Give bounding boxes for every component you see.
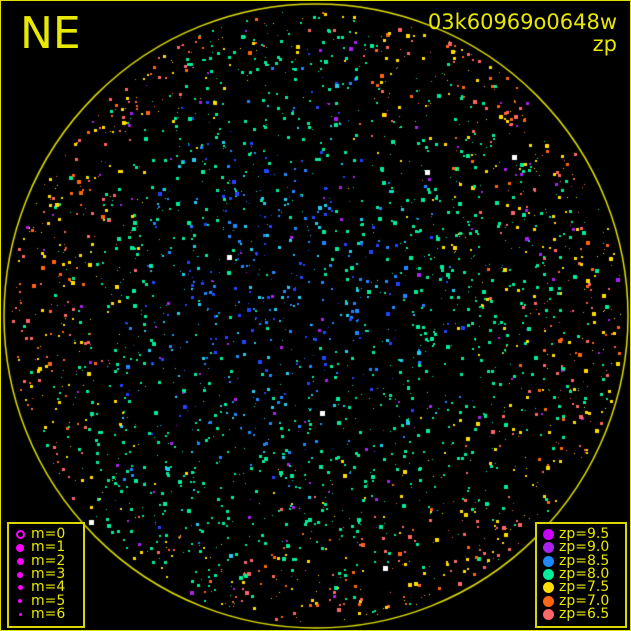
zp-legend-item: zp=7.5 xyxy=(537,579,625,596)
legend-label: zp=8.5 xyxy=(559,552,610,569)
direction-label: NE xyxy=(20,8,81,59)
star-size-marker xyxy=(9,530,31,540)
magnitude-legend-item: m=2 xyxy=(9,552,83,569)
star-size-marker xyxy=(9,599,31,604)
star-size-marker xyxy=(9,543,31,552)
zp-legend-item: zp=6.5 xyxy=(537,605,625,622)
legend-label: zp=8.0 xyxy=(559,566,610,583)
magnitude-legend-item: m=1 xyxy=(9,539,83,556)
legend-label: zp=7.5 xyxy=(559,579,610,596)
magnitude-legend-item: m=3 xyxy=(9,566,83,583)
zp-color-marker xyxy=(537,595,559,607)
star-size-marker xyxy=(9,557,31,565)
magnitude-legend-item: m=4 xyxy=(9,579,83,596)
magnitude-legend-item: m=6 xyxy=(9,605,83,622)
magnitude-legend: m=0 m=1 m=2 m=3 m=4 m=5 m=6 xyxy=(7,522,85,628)
star-size-marker xyxy=(9,612,31,616)
zp-color-marker xyxy=(537,569,559,581)
zp-color-marker xyxy=(537,608,559,620)
filename: 03k60969o0648w xyxy=(427,10,617,34)
star-size-marker xyxy=(9,571,31,578)
legend-label: zp=7.0 xyxy=(559,592,610,609)
zp-legend-item: zp=7.0 xyxy=(537,592,625,609)
zp-color-marker xyxy=(537,529,559,541)
legend-label: zp=9.5 xyxy=(559,526,610,543)
legend-label: m=0 xyxy=(31,526,66,543)
zp-legend-item: zp=8.5 xyxy=(537,552,625,569)
zp-color-marker xyxy=(537,582,559,594)
star-size-marker xyxy=(9,585,31,591)
legend-label: m=2 xyxy=(31,552,66,569)
legend-label: m=1 xyxy=(31,539,66,556)
legend-label: m=3 xyxy=(31,566,66,583)
mode-label: zp xyxy=(592,32,617,56)
zp-legend: zp=9.5 zp=9.0 zp=8.5 zp=8.0 zp=7.5 zp=7.0 zp=6… xyxy=(535,522,627,628)
zp-legend-item: zp=9.5 xyxy=(537,526,625,543)
zp-legend-item: zp=9.0 xyxy=(537,539,625,556)
magnitude-legend-item: m=5 xyxy=(9,592,83,609)
legend-label: m=5 xyxy=(31,592,66,609)
magnitude-legend-item: m=0 xyxy=(9,526,83,543)
legend-label: m=4 xyxy=(31,579,66,596)
zp-color-marker xyxy=(537,542,559,554)
legend-label: m=6 xyxy=(31,605,66,622)
legend-label: zp=9.0 xyxy=(559,539,610,556)
zp-color-marker xyxy=(537,555,559,567)
zp-legend-item: zp=8.0 xyxy=(537,566,625,583)
legend-label: zp=6.5 xyxy=(559,605,610,622)
file-label: 03k60969o0648w zp xyxy=(428,11,617,55)
